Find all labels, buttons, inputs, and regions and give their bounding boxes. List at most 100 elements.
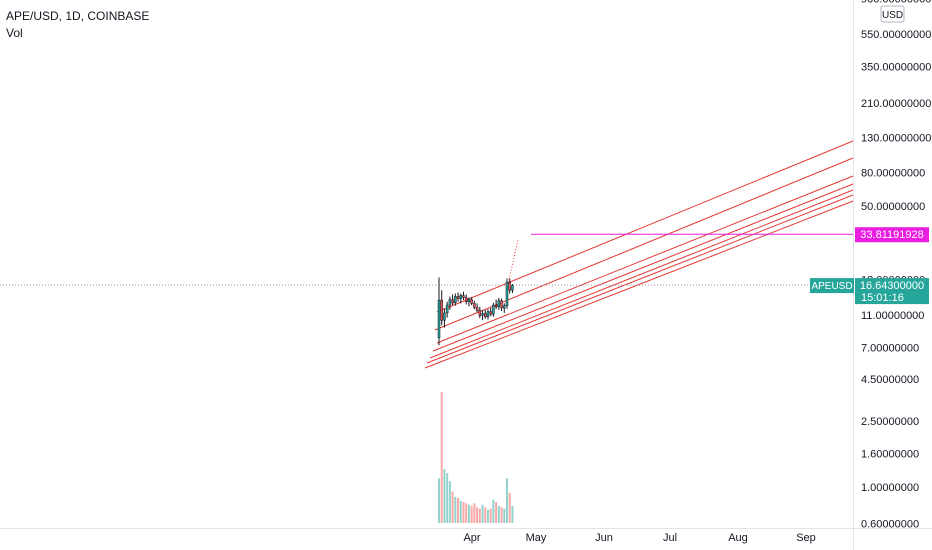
candle-body xyxy=(448,299,452,306)
trendline[interactable] xyxy=(436,175,854,344)
volume-bar xyxy=(486,509,489,523)
candle xyxy=(443,308,446,328)
volume-bar xyxy=(443,469,446,523)
bar-countdown: 15:01:16 xyxy=(861,292,904,304)
candle-body xyxy=(508,282,511,291)
volume-bar xyxy=(500,507,503,523)
candle-body xyxy=(473,303,476,308)
candle xyxy=(511,283,514,294)
symbol-title[interactable]: APE/USD, 1D, COINBASE xyxy=(6,9,150,23)
price-tick-label: 7.00000000 xyxy=(861,342,919,354)
candle xyxy=(470,297,473,306)
candle xyxy=(505,278,509,309)
candle xyxy=(492,302,495,317)
price-tick-label: 550.00000000 xyxy=(861,29,931,41)
candle-body xyxy=(475,307,479,311)
candle xyxy=(494,299,498,310)
currency-badge-box xyxy=(880,5,905,23)
trendline[interactable] xyxy=(432,183,854,352)
price-tick-label: 350.00000000 xyxy=(861,61,931,73)
volume-bar xyxy=(511,505,514,523)
time-axis[interactable]: Apr May Jun Jul Aug Sep xyxy=(463,532,815,544)
candle-body xyxy=(481,313,484,316)
candle xyxy=(503,303,506,313)
price-tick-label: 80.00000000 xyxy=(861,167,925,179)
volume-bar xyxy=(457,498,460,523)
candle-body xyxy=(445,304,449,314)
volume-bar xyxy=(481,504,484,523)
volume-bar xyxy=(484,507,487,523)
target-level-marker: 33.81191928 xyxy=(855,227,929,243)
candle xyxy=(448,296,452,310)
candle-body xyxy=(494,304,498,308)
trendline[interactable] xyxy=(434,157,854,331)
price-tick-label: 2.50000000 xyxy=(861,416,919,428)
volume-bar xyxy=(497,505,500,523)
current-price-value: 16.64300000 xyxy=(860,280,924,292)
candle-body xyxy=(440,299,443,321)
price-axis[interactable]: 2400.000000001400.00000000900.0000000055… xyxy=(861,0,932,531)
currency-badge[interactable]: USD xyxy=(880,5,905,23)
candle xyxy=(473,300,476,310)
candle xyxy=(440,290,443,326)
volume-bar xyxy=(470,505,473,523)
projection-line xyxy=(507,240,519,283)
volume-bar xyxy=(465,503,468,523)
volume-bar xyxy=(462,502,465,523)
horizontal-levels[interactable] xyxy=(0,233,853,286)
volume-bar xyxy=(467,504,470,523)
candle xyxy=(497,298,501,310)
candle xyxy=(462,291,465,301)
candle xyxy=(478,306,482,319)
candle-body xyxy=(511,285,514,291)
candle xyxy=(437,277,441,346)
price-tick-label: 1.60000000 xyxy=(861,448,919,460)
trendline[interactable] xyxy=(424,200,854,369)
target-level-marker-box xyxy=(855,227,929,243)
candle-body xyxy=(492,304,495,315)
volume-bar xyxy=(454,496,457,523)
time-tick-sep: Sep xyxy=(796,532,816,544)
volume-bar xyxy=(489,508,492,523)
current-price-box xyxy=(855,278,929,305)
candle-body xyxy=(467,299,471,302)
trendline[interactable] xyxy=(429,189,854,359)
volume-bar xyxy=(506,478,508,523)
volume-bar xyxy=(448,481,451,523)
candle-body xyxy=(503,305,506,309)
target-level-marker-label: 33.81191928 xyxy=(860,229,923,241)
candle-body xyxy=(454,296,457,304)
candle xyxy=(445,301,449,318)
price-tick-label: 130.00000000 xyxy=(861,133,931,145)
candle-body xyxy=(483,313,487,318)
volume-label[interactable]: Vol xyxy=(6,26,23,40)
symbol-tag-label: APEUSD xyxy=(811,281,852,292)
candle xyxy=(475,303,479,313)
candle-body xyxy=(486,311,490,318)
currency-badge-label: USD xyxy=(882,10,903,21)
candle xyxy=(483,309,487,319)
volume-bar xyxy=(492,499,495,523)
candle xyxy=(486,309,490,320)
trendline[interactable] xyxy=(426,194,854,364)
volume-bar xyxy=(459,500,462,523)
candle-body xyxy=(451,299,454,304)
candle-body xyxy=(505,282,509,306)
volume-bars xyxy=(438,392,514,523)
candle-body xyxy=(459,295,463,299)
time-tick-aug: Aug xyxy=(728,532,748,544)
trendline[interactable] xyxy=(436,140,854,313)
trendlines[interactable] xyxy=(424,140,854,369)
price-tick-label: 11.00000000 xyxy=(861,310,924,322)
candle-body xyxy=(456,296,460,299)
candle-body xyxy=(437,299,441,338)
time-tick-apr: Apr xyxy=(463,532,480,544)
volume-bar xyxy=(495,502,498,523)
candle xyxy=(500,298,503,312)
candle xyxy=(481,310,484,321)
price-tick-label: 50.00000000 xyxy=(861,201,925,213)
candlesticks xyxy=(437,277,514,346)
